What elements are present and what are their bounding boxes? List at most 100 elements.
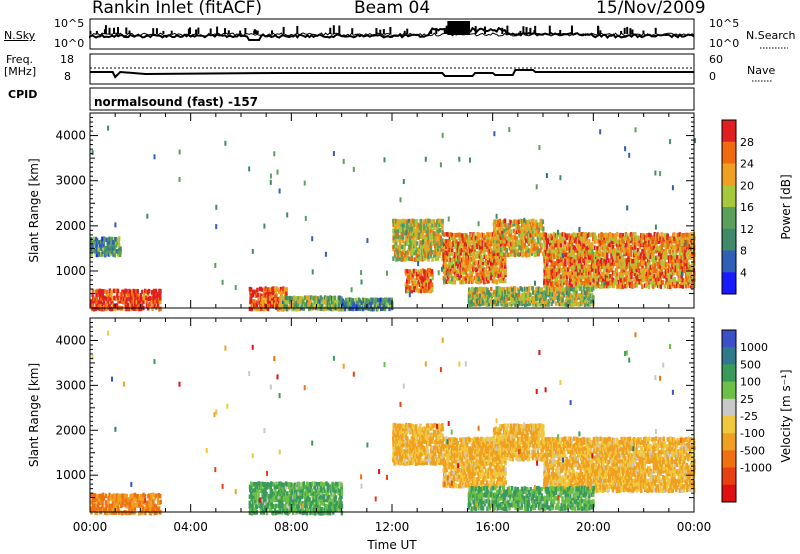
- power-cell: [635, 251, 639, 256]
- power-cell: [586, 299, 590, 304]
- power-cell: [275, 293, 278, 298]
- power-speck: [450, 276, 453, 282]
- velocity-cell: [305, 507, 309, 513]
- power-cell: [611, 281, 614, 286]
- velocity-cell: [114, 493, 117, 499]
- power-cell: [620, 246, 623, 251]
- power-cell: [435, 238, 439, 243]
- power-cell: [452, 233, 456, 238]
- power-cell: [474, 254, 478, 259]
- power-cell: [578, 251, 581, 257]
- power-cell: [261, 287, 264, 293]
- power-cell: [98, 288, 102, 294]
- power-cell: [568, 280, 571, 286]
- power-cell: [440, 221, 443, 227]
- velocity-cell: [97, 506, 100, 511]
- power-cell: [585, 299, 588, 304]
- velocity-cell: [123, 494, 127, 499]
- power-cell: [578, 293, 581, 298]
- power-cell: [565, 246, 569, 251]
- power-cell: [575, 264, 578, 269]
- power-cell: [445, 254, 449, 259]
- power-cell: [428, 219, 432, 224]
- power-cell: [308, 299, 311, 305]
- power-cell: [514, 302, 517, 307]
- power-cell: [676, 242, 679, 247]
- power-cell: [661, 236, 664, 241]
- power-cell: [99, 252, 103, 257]
- power-cell: [659, 264, 662, 270]
- power-cell: [434, 222, 437, 228]
- power-cell: [607, 265, 611, 270]
- power-cell: [267, 293, 270, 299]
- power-cell: [583, 246, 587, 251]
- power-cell: [678, 239, 682, 244]
- power-cell: [411, 240, 415, 246]
- power-cell: [429, 278, 432, 284]
- power-cell: [578, 258, 581, 264]
- velocity-cell: [326, 482, 330, 488]
- colorbar-tick-label: 20: [740, 179, 754, 192]
- power-cell: [315, 300, 318, 305]
- power-cell: [515, 236, 518, 241]
- velocity-cell: [329, 504, 332, 509]
- power-cell: [616, 263, 619, 269]
- colorbar-power-segment: [722, 141, 736, 164]
- power-cell: [551, 284, 554, 289]
- power-cell: [665, 252, 668, 257]
- power-cell: [434, 243, 437, 248]
- power-cell: [480, 299, 483, 304]
- power-cell: [612, 283, 616, 288]
- power-cell: [522, 239, 525, 244]
- power-cell: [494, 254, 498, 259]
- power-cell: [393, 253, 397, 258]
- power-cell: [418, 271, 422, 276]
- power-cell: [290, 296, 293, 301]
- velocity-cell: [254, 507, 257, 512]
- power-cell: [684, 255, 687, 260]
- power-cell: [325, 306, 328, 311]
- power-cell: [495, 219, 498, 224]
- power-cell: [540, 233, 543, 238]
- power-cell: [482, 289, 485, 295]
- power-cell: [434, 250, 437, 255]
- power-cell: [463, 238, 467, 243]
- power-cell: [543, 235, 546, 241]
- power-cell: [627, 245, 630, 251]
- velocity-cell: [271, 504, 274, 509]
- power-cell: [467, 241, 470, 247]
- power-cell: [585, 232, 588, 237]
- power-cell: [649, 248, 652, 254]
- power-cell: [125, 299, 128, 304]
- power-cell: [663, 257, 666, 263]
- power-cell: [372, 303, 376, 308]
- power-cell: [568, 251, 571, 257]
- power-cell: [641, 255, 644, 261]
- power-cell: [103, 295, 106, 300]
- nave-tick-bottom: 0: [709, 70, 716, 83]
- power-cell: [424, 279, 427, 284]
- power-cell: [512, 219, 515, 225]
- power-cell: [139, 293, 142, 298]
- velocity-cell: [273, 507, 277, 513]
- velocity-cell: [268, 498, 271, 503]
- power-cell: [581, 281, 584, 286]
- power-cell: [415, 253, 419, 258]
- power-cell: [578, 302, 581, 307]
- power-cell: [599, 262, 602, 267]
- velocity-cell: [330, 497, 333, 502]
- power-cell: [543, 274, 546, 279]
- velocity-cell: [141, 496, 144, 502]
- velocity-cell: [286, 507, 289, 513]
- power-cell: [562, 278, 566, 283]
- power-cell: [655, 236, 658, 241]
- power-cell: [497, 232, 500, 238]
- power-cell: [684, 262, 687, 267]
- power-cell: [491, 242, 495, 247]
- power-cell: [548, 271, 552, 276]
- power-cell: [564, 271, 567, 277]
- velocity-cell: [142, 492, 145, 498]
- power-cell: [311, 302, 314, 308]
- power-speck: [476, 298, 478, 304]
- power-cell: [547, 239, 550, 245]
